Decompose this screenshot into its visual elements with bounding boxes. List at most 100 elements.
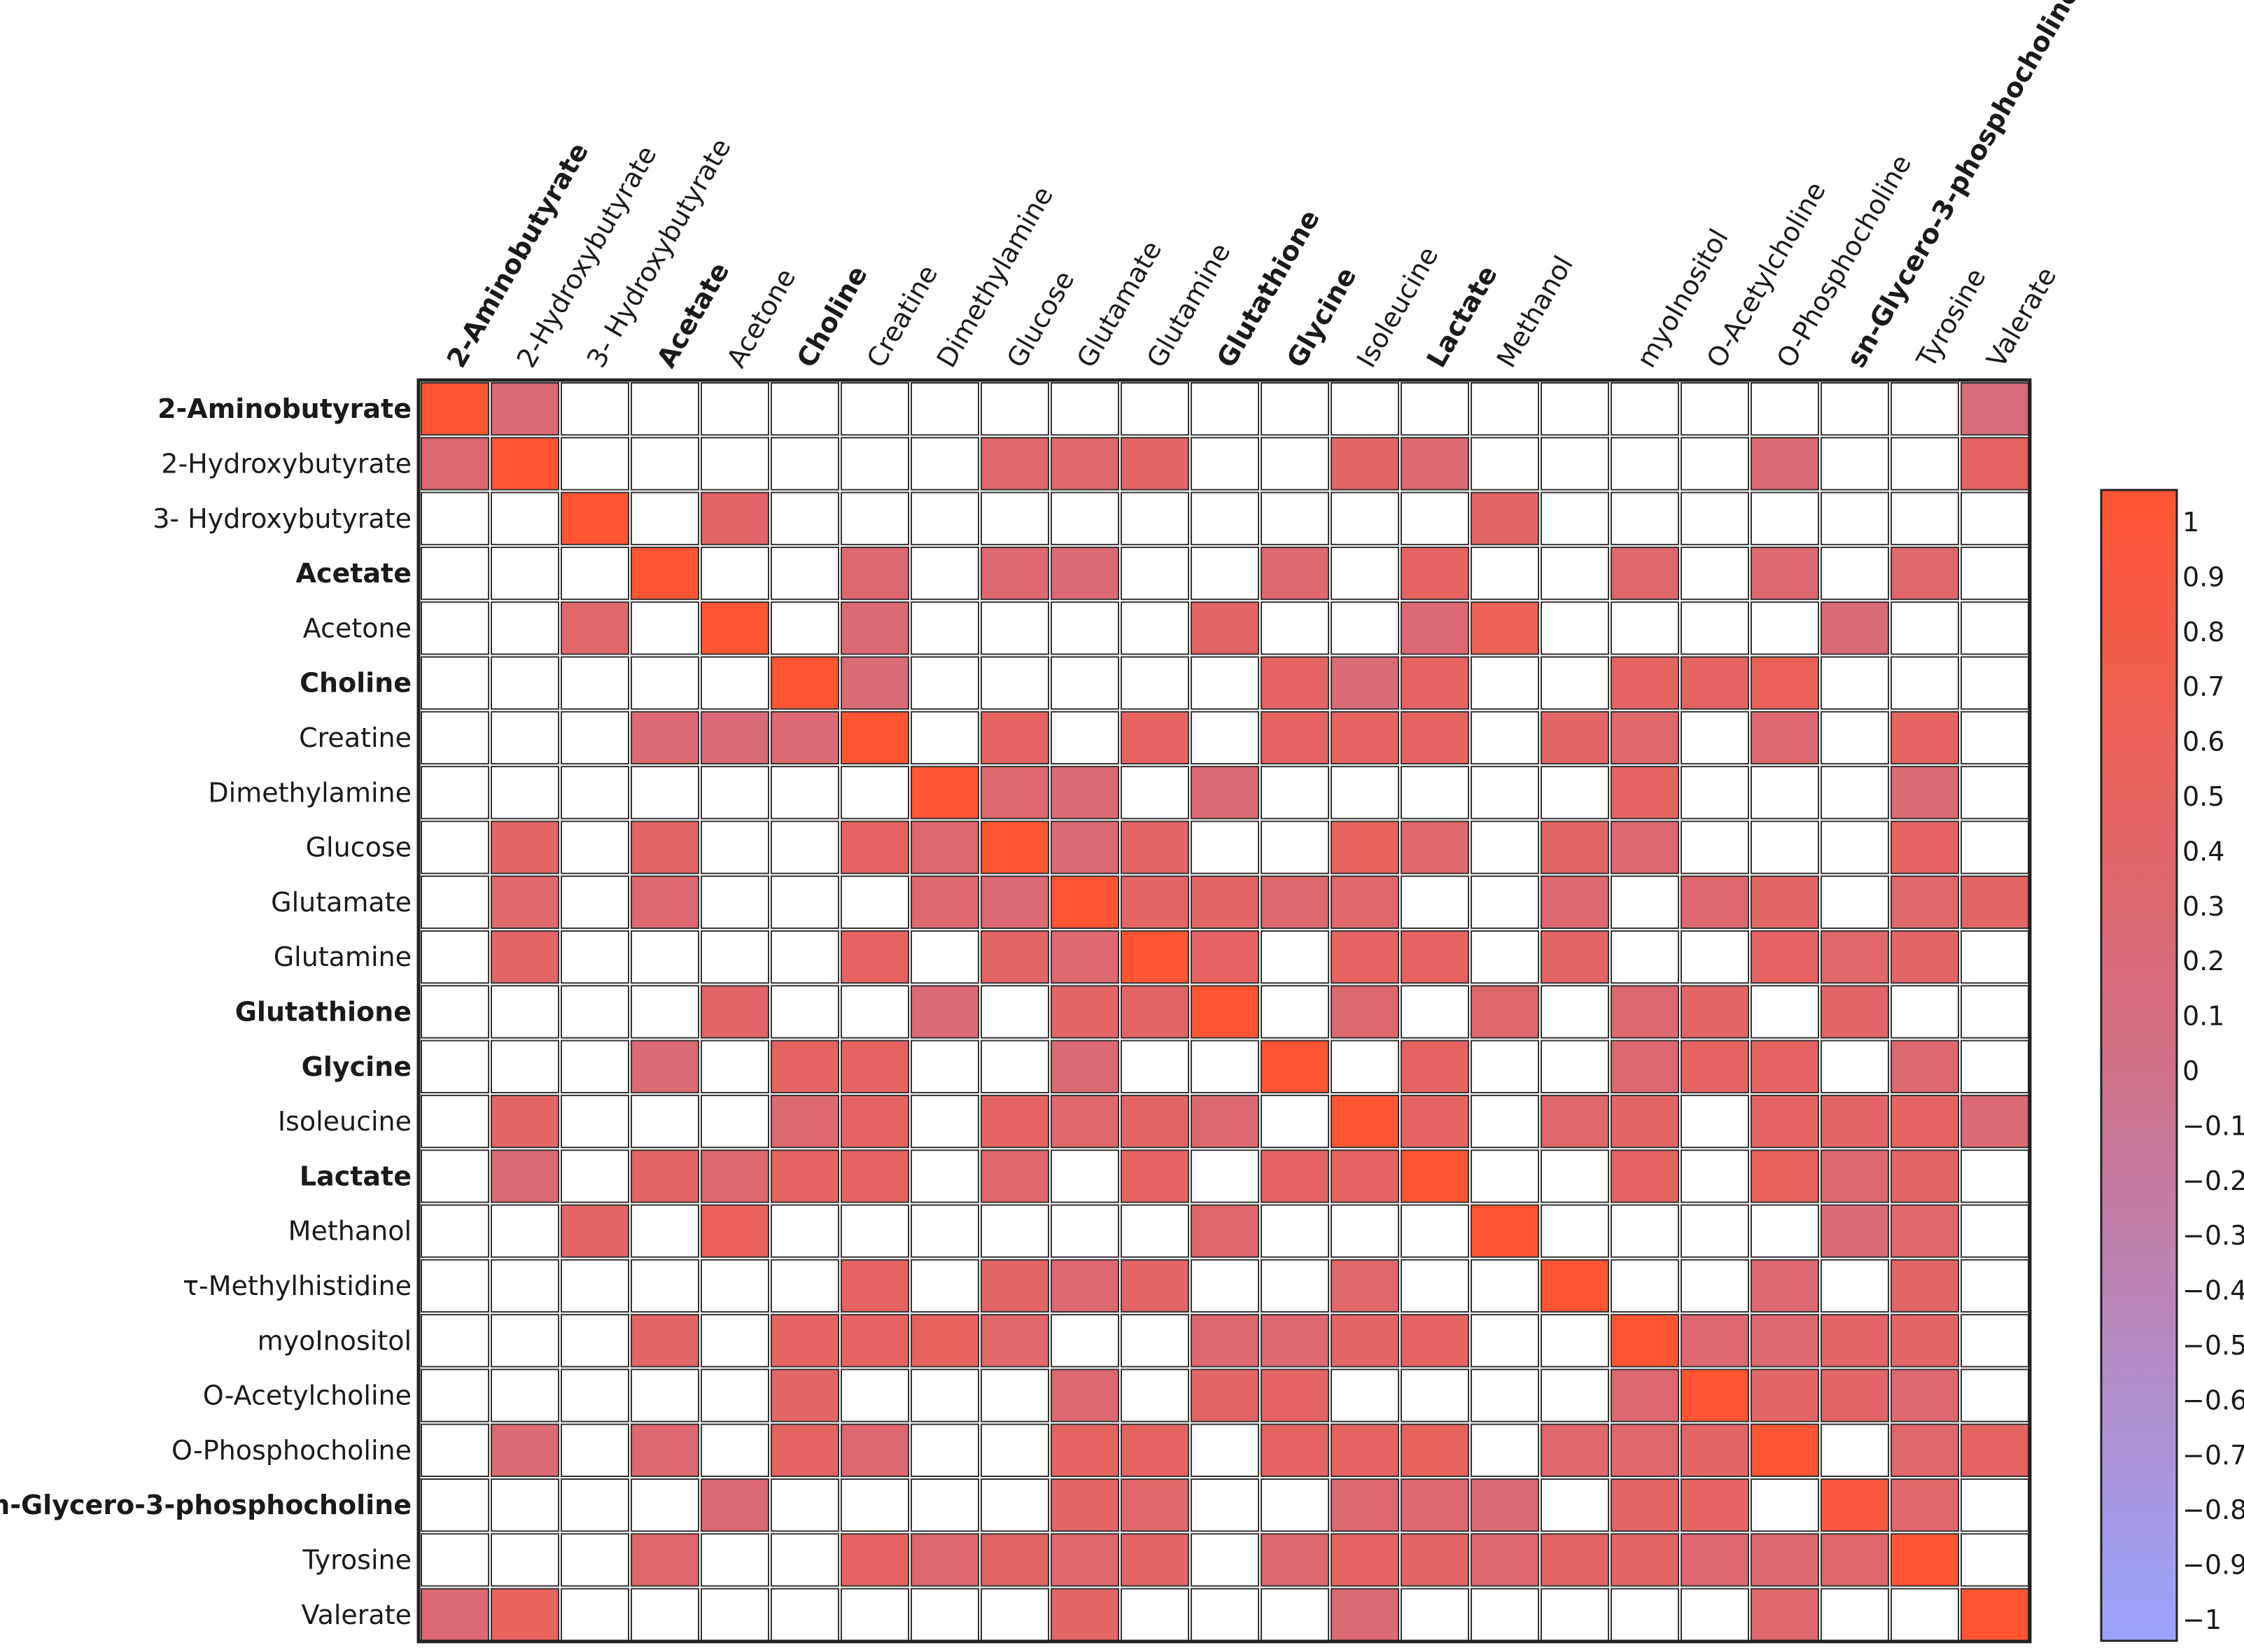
heatmap-cell <box>1961 1040 2029 1093</box>
heatmap-cell <box>1961 1094 2029 1149</box>
heatmap-cell <box>1191 1314 1259 1368</box>
heatmap-cell <box>1191 546 1259 601</box>
heatmap-cell <box>1401 875 1469 929</box>
heatmap-cell <box>1541 875 1609 929</box>
heatmap-cell <box>701 656 769 710</box>
heatmap-cell <box>1891 1314 1959 1368</box>
heatmap-cell <box>1681 1040 1749 1093</box>
heatmap-cell <box>631 1478 699 1532</box>
heatmap-cell <box>911 546 979 601</box>
heatmap-cell <box>1051 546 1119 601</box>
heatmap-cell <box>981 1204 1049 1258</box>
heatmap-cell <box>981 546 1049 601</box>
heatmap-cell <box>631 1149 699 1203</box>
heatmap-cell <box>701 437 769 491</box>
heatmap-cell <box>421 766 489 820</box>
heatmap-cell <box>1331 875 1399 929</box>
heatmap-cell <box>1821 710 1889 765</box>
heatmap-cell <box>841 930 909 984</box>
heatmap-cell <box>841 1040 909 1093</box>
heatmap-cell <box>1681 1204 1749 1258</box>
heatmap-cell <box>1821 382 1889 436</box>
heatmap-cell <box>491 546 559 601</box>
heatmap-cell <box>1541 1588 1609 1642</box>
heatmap-cell <box>1121 820 1189 874</box>
heatmap-cell <box>981 820 1049 874</box>
heatmap-cell <box>1611 1533 1679 1587</box>
heatmap-cell <box>1961 1588 2029 1642</box>
heatmap-cell <box>701 1094 769 1149</box>
row-label: Tyrosine <box>302 1544 412 1575</box>
heatmap-cell <box>1751 820 1819 874</box>
heatmap-cell <box>1121 1588 1189 1642</box>
heatmap-cell <box>1961 930 2029 984</box>
heatmap-cell <box>981 710 1049 765</box>
heatmap-cell <box>841 1259 909 1313</box>
heatmap-cell <box>1821 546 1889 601</box>
heatmap-cell <box>1681 1478 1749 1532</box>
row-label: 3- Hydroxybutyrate <box>153 503 412 534</box>
heatmap-cell <box>1891 930 1959 984</box>
heatmap-cell <box>631 1314 699 1368</box>
heatmap-cell <box>1331 985 1399 1039</box>
row-label: Glucose <box>306 832 412 863</box>
heatmap-cell <box>631 1588 699 1642</box>
heatmap-cell <box>1121 930 1189 984</box>
heatmap-cell <box>1191 1149 1259 1203</box>
column-label: Valerate <box>1981 262 2063 372</box>
heatmap-cell <box>1821 1478 1889 1532</box>
heatmap-cell <box>561 601 629 655</box>
heatmap-cell <box>1611 656 1679 710</box>
row-label: 2-Aminobutyrate <box>157 393 412 424</box>
heatmap-cell <box>1261 1423 1329 1477</box>
colorbar-ticks: 1 0.9 0.8 0.7 0.6 0.5 0.4 0.3 0.2 0.1 0 −0.1 −0.2 −0.… <box>2182 507 2244 1635</box>
heatmap-cell <box>1401 985 1469 1039</box>
heatmap-cell <box>701 1588 769 1642</box>
heatmap-cell <box>1261 1259 1329 1313</box>
heatmap-cell <box>561 1533 629 1587</box>
heatmap-cell <box>1541 1314 1609 1368</box>
heatmap-cell <box>1051 1588 1119 1642</box>
heatmap-cell <box>911 437 979 491</box>
heatmap-cell <box>1681 1533 1749 1587</box>
heatmap-cell <box>1191 437 1259 491</box>
heatmap-cell <box>1611 437 1679 491</box>
row-label: Glutathione <box>235 996 412 1027</box>
heatmap-cell <box>1331 601 1399 655</box>
heatmap-cell <box>911 875 979 929</box>
heatmap-cell <box>1681 1588 1749 1642</box>
heatmap-cell <box>1891 1094 1959 1149</box>
heatmap-cell <box>1471 656 1539 710</box>
colorbar-tick-label: −0.8 <box>2182 1494 2244 1525</box>
heatmap-frame <box>416 378 2032 1644</box>
heatmap-cell <box>701 1533 769 1587</box>
heatmap-cell <box>1191 491 1259 545</box>
heatmap-cell <box>1331 1314 1399 1368</box>
heatmap-cell <box>771 1478 839 1532</box>
colorbar-tick-label: −0.1 <box>2182 1110 2244 1141</box>
heatmap-cell <box>1051 710 1119 765</box>
heatmap-cell <box>1191 1040 1259 1093</box>
heatmap-cell <box>1051 382 1119 436</box>
heatmap-cell <box>771 820 839 874</box>
heatmap-cell <box>1961 1314 2029 1368</box>
heatmap-cell <box>1401 766 1469 820</box>
heatmap-cell <box>1961 710 2029 765</box>
heatmap-cell <box>1541 546 1609 601</box>
heatmap-cell <box>771 1149 839 1203</box>
heatmap-cell <box>491 437 559 491</box>
heatmap-cell <box>1681 1423 1749 1477</box>
heatmap-cell <box>841 875 909 929</box>
heatmap-cell <box>771 1040 839 1093</box>
heatmap-cell <box>701 1259 769 1313</box>
heatmap-cell <box>561 1368 629 1422</box>
heatmap-cell <box>1541 656 1609 710</box>
heatmap-cell <box>1751 1368 1819 1422</box>
heatmap-cell <box>1401 491 1469 545</box>
heatmap-cell <box>1471 1149 1539 1203</box>
heatmap-cell <box>981 1314 1049 1368</box>
heatmap-cell <box>1051 491 1119 545</box>
heatmap-cell <box>1751 1314 1819 1368</box>
heatmap-cell <box>1401 1423 1469 1477</box>
heatmap-cell <box>561 1040 629 1093</box>
